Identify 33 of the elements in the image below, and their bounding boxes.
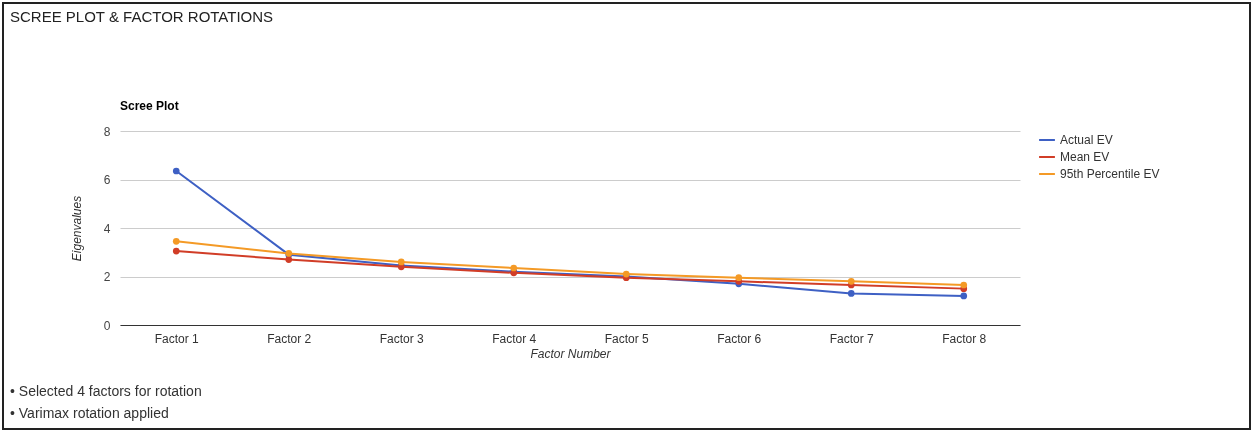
point [172, 167, 180, 175]
x-tick-label: Factor 6 [717, 331, 762, 346]
legend-label: 95th Percentile EV [1060, 167, 1160, 181]
y-tick-label: 0 [103, 318, 111, 333]
y-tick-label: 8 [103, 124, 111, 139]
legend-label: Actual EV [1060, 133, 1113, 147]
x-tick-label: Factor 1 [154, 331, 200, 346]
y-tick-label: 2 [103, 270, 111, 284]
point [510, 264, 518, 272]
y-tick-label: 6 [103, 173, 111, 187]
y-axis-title: Eigenvalues [69, 195, 84, 262]
x-tick-label: Factor 4 [492, 331, 537, 346]
point [847, 278, 855, 285]
x-tick-label: Factor 2 [267, 331, 312, 346]
x-tick-label: Factor 8 [942, 331, 987, 346]
chart-title: SCREE PLOT & FACTOR ROTATIONS [10, 8, 274, 25]
x-tick-label: Factor 5 [604, 331, 650, 346]
chart-subtitle: Scree Plot [120, 99, 179, 113]
point [847, 290, 855, 297]
text: • Selected 4 factors for rotation [10, 382, 202, 401]
text: • Varimax rotation applied [10, 404, 170, 423]
x-tick-label: Factor 7 [829, 331, 875, 346]
point [960, 292, 968, 300]
legend-label: Mean EV [1060, 150, 1110, 164]
point [172, 247, 180, 255]
x-axis-title: Factor Number [530, 346, 612, 361]
point [397, 258, 405, 266]
point [735, 274, 743, 282]
point [172, 237, 180, 245]
y-tick-label: 4 [103, 221, 111, 236]
point [285, 256, 293, 263]
point [960, 281, 968, 289]
x-tick-label: Factor 3 [379, 331, 425, 346]
